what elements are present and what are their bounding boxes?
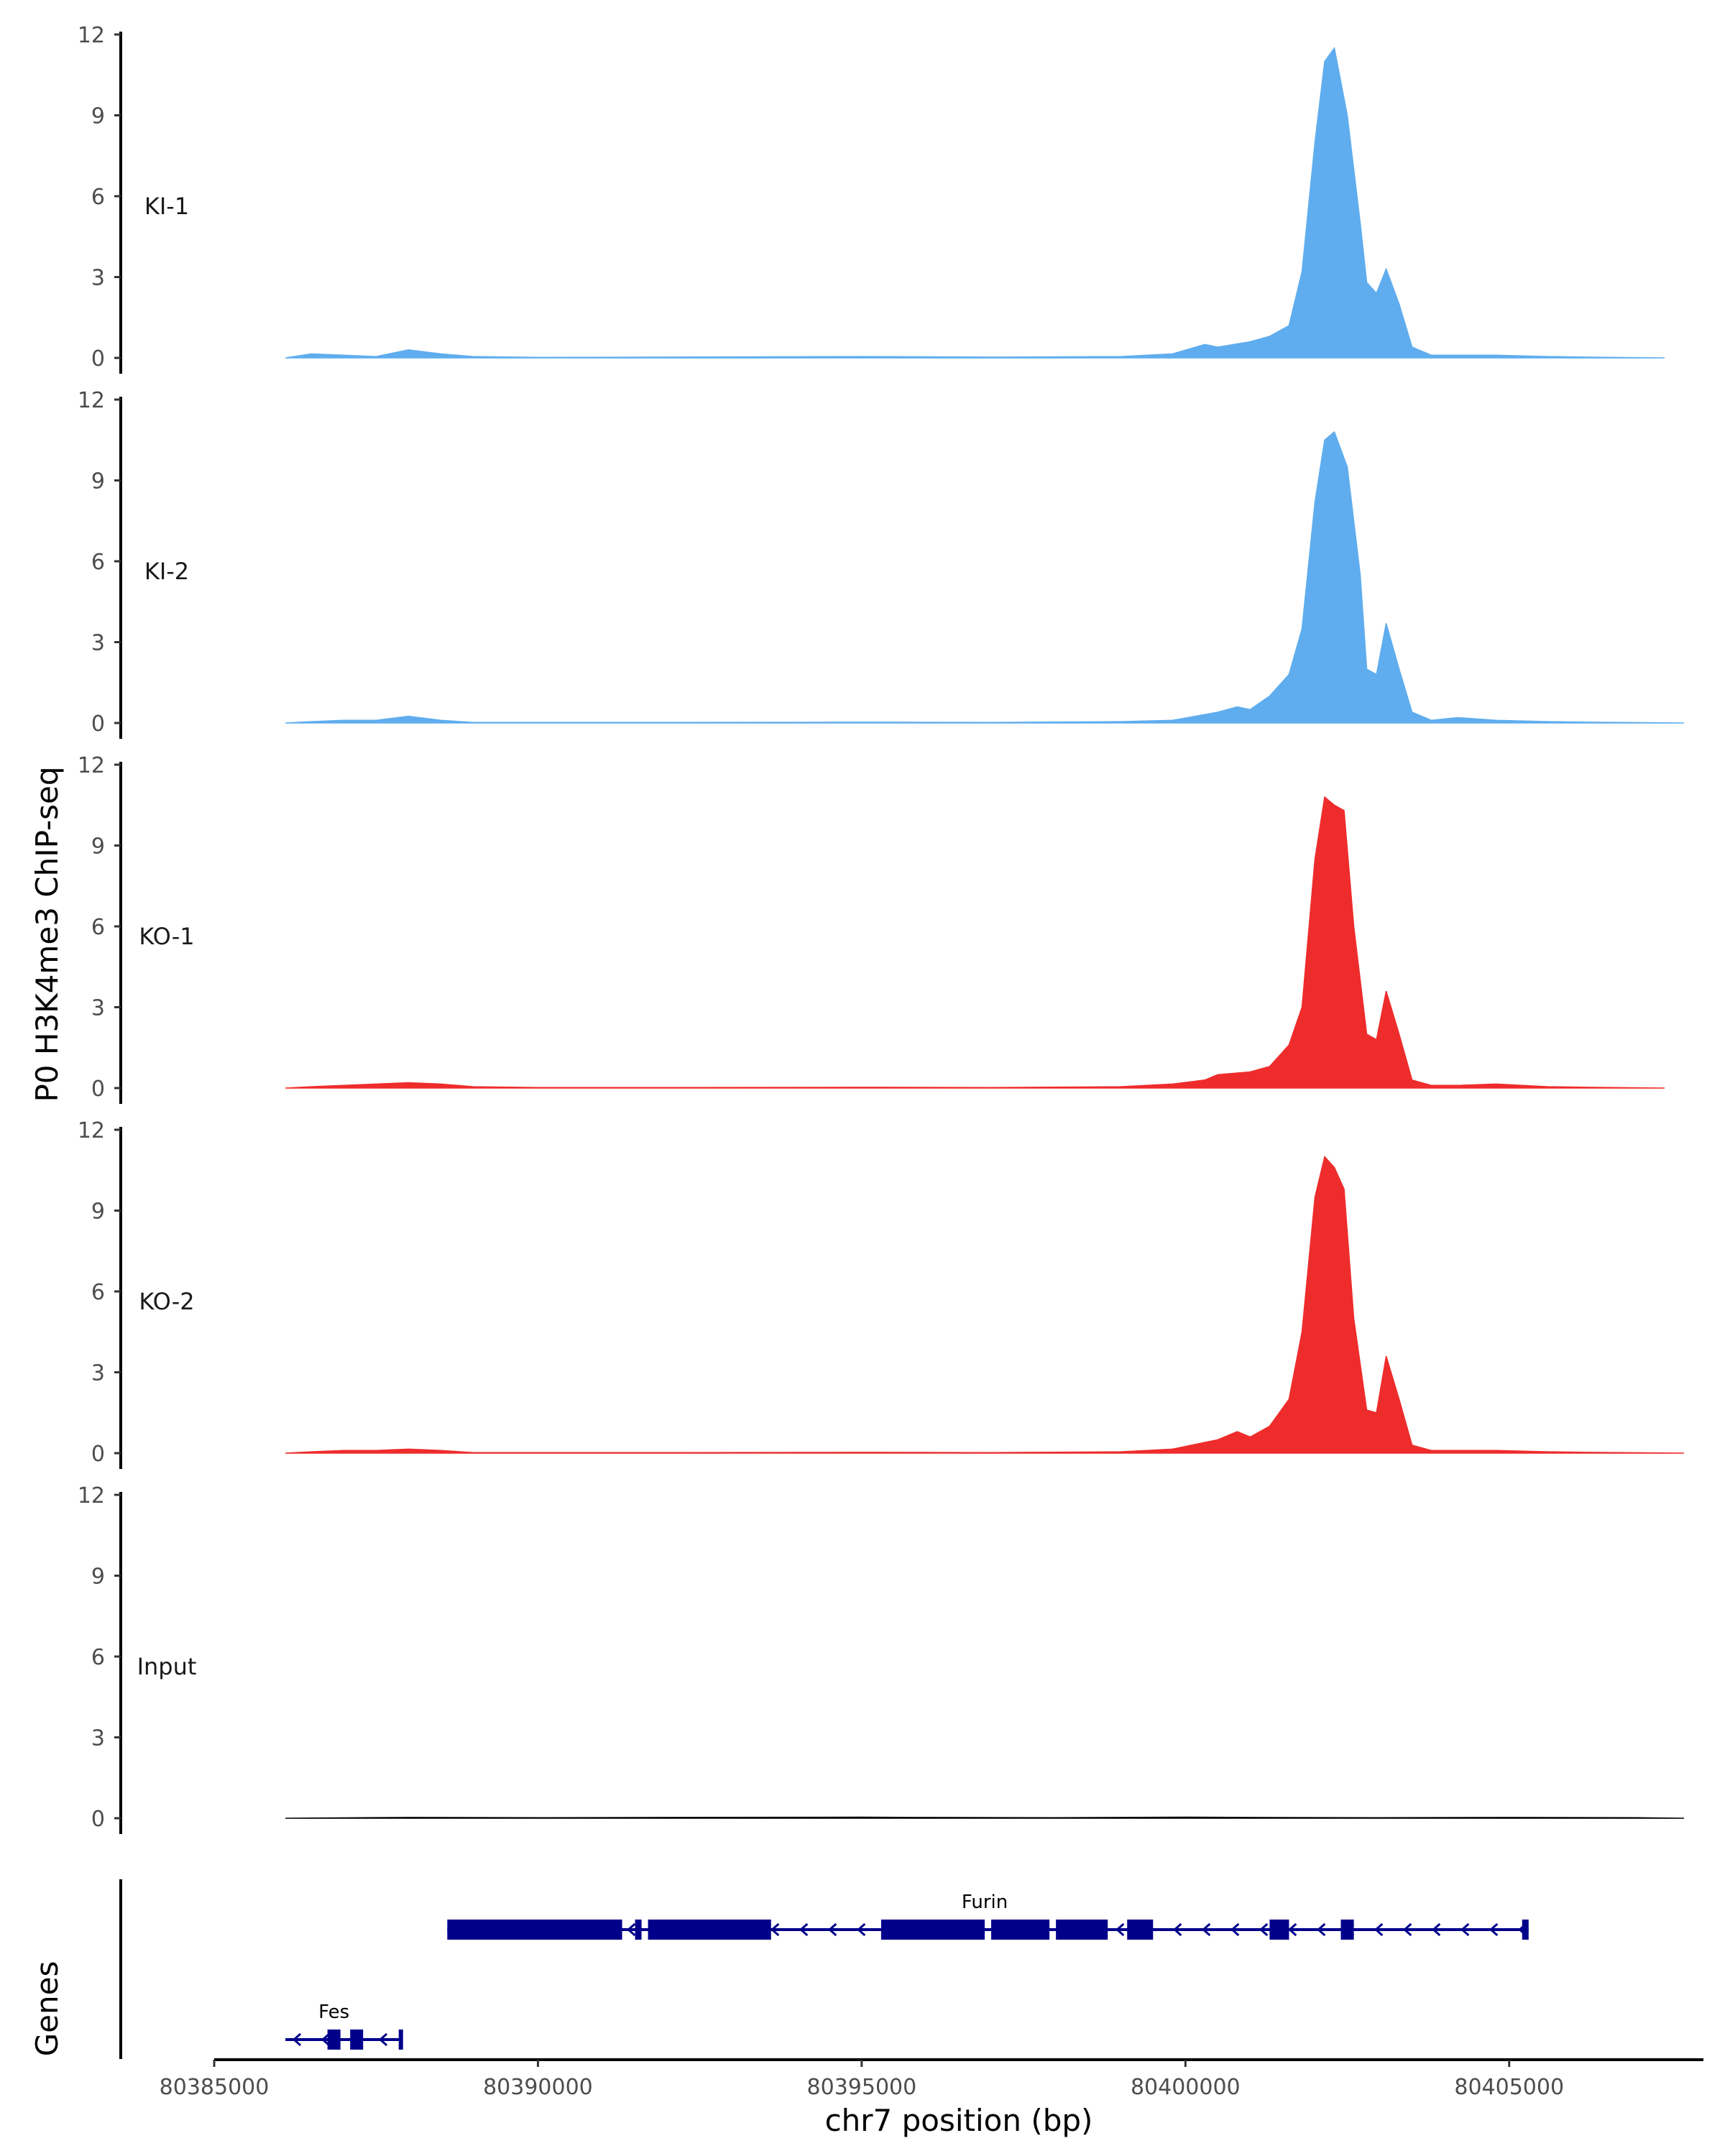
strand-arrow [1317, 1922, 1326, 1937]
strand-arrow [1116, 1922, 1125, 1937]
y-tick-label: 3 [91, 266, 105, 291]
strand-arrow [1259, 1922, 1269, 1937]
y-tick-label: 6 [91, 1280, 105, 1305]
gene-exon [1522, 1920, 1529, 1940]
y-tick-label: 12 [78, 388, 105, 413]
y-tick-label: 12 [78, 1483, 105, 1508]
y-tick-label: 3 [91, 1726, 105, 1751]
y-tick-label: 6 [91, 915, 105, 940]
track-label: Input [137, 1653, 197, 1680]
y-tick-label: 9 [91, 834, 105, 860]
gene-name-label: Furin [962, 1892, 1008, 1913]
track-label: KI-1 [144, 193, 189, 220]
track-ko-1: 0 3 6 9 12 KO-1 [78, 753, 1665, 1104]
y-tick-label: 6 [91, 185, 105, 210]
track-label: KI-2 [144, 558, 189, 585]
strand-arrow [799, 1922, 809, 1937]
x-tick-label: 80395000 [807, 2075, 917, 2100]
strand-arrow [1403, 1922, 1412, 1937]
genes-panel: Furin Fes [119, 1879, 1529, 2059]
gene-exon [327, 2030, 341, 2050]
y-tick-label: 12 [78, 1118, 105, 1143]
y-tick-label: 9 [91, 1199, 105, 1225]
y-tick-label: 6 [91, 550, 105, 575]
y-tick-label: 9 [91, 1565, 105, 1590]
gene-name-label: Fes [318, 2001, 349, 2023]
y-tick-label: 0 [91, 346, 105, 372]
strand-arrow [1230, 1922, 1240, 1937]
gene-exon [398, 2030, 403, 2050]
track-input: 0 3 6 9 12 Input [78, 1483, 1685, 1834]
strand-arrow [321, 2032, 331, 2047]
y-tick-label: 6 [91, 1645, 105, 1670]
y-tick-label: 12 [78, 753, 105, 778]
y-tick-label: 3 [91, 996, 105, 1021]
strand-arrow [1460, 1922, 1470, 1937]
y-tick-label: 3 [91, 1361, 105, 1386]
y-tick-label: 9 [91, 469, 105, 494]
strand-arrow [828, 1922, 837, 1937]
y-axis-title: P0 H3K4me3 ChIP-seq [29, 766, 65, 1102]
strand-arrow [1173, 1922, 1182, 1937]
track-label: KO-2 [139, 1288, 194, 1315]
gene-exon [991, 1920, 1050, 1940]
track-ki-2: 0 3 6 9 12 KI-2 [78, 388, 1685, 739]
gene-exon [635, 1920, 642, 1940]
genes-axis-title: Genes [29, 1961, 65, 2057]
y-tick-label: 0 [91, 1807, 105, 1832]
gene-exon [447, 1920, 622, 1940]
x-axis-title: chr7 position (bp) [825, 2103, 1093, 2138]
x-tick-label: 80400000 [1131, 2075, 1241, 2100]
gene-exon [1340, 1920, 1354, 1940]
signal-area-ki-1 [285, 46, 1665, 359]
gene-exon [1127, 1920, 1154, 1940]
signal-area-ko-1 [285, 796, 1665, 1089]
track-ko-2: 0 3 6 9 12 KO-2 [78, 1118, 1685, 1469]
strand-arrow [292, 2032, 302, 2047]
gene-exon [648, 1920, 771, 1940]
strand-arrow [1374, 1922, 1384, 1937]
gene-exon [1056, 1920, 1108, 1940]
signal-area-ko-2 [285, 1155, 1685, 1454]
gene-fes: Fes [285, 2001, 403, 2050]
y-tick-label: 0 [91, 711, 105, 737]
signal-area-input [285, 1816, 1685, 1819]
strand-arrow [378, 2032, 388, 2047]
strand-arrow [1432, 1922, 1441, 1937]
strand-arrow [857, 1922, 866, 1937]
y-tick-label: 9 [91, 104, 105, 129]
gene-exon [1269, 1920, 1289, 1940]
strand-arrow [770, 1922, 780, 1937]
y-tick-label: 12 [78, 23, 105, 48]
strand-arrow [1202, 1922, 1211, 1937]
x-tick-label: 80390000 [483, 2075, 593, 2100]
gene-exon [350, 2030, 364, 2050]
track-label: KO-1 [139, 923, 194, 950]
y-tick-label: 0 [91, 1077, 105, 1102]
gene-furin: Furin [447, 1892, 1529, 1940]
track-ki-1: 0 3 6 9 12 KI-1 [78, 23, 1665, 374]
x-tick-label: 80385000 [160, 2075, 270, 2100]
signal-tracks: 0 3 6 9 12 KI-1 0 3 6 9 12 KI-2 0 3 6 9 12 KO-1 0 3 6 9 12 KO-2… [78, 23, 1685, 1834]
strand-arrow [627, 1922, 636, 1937]
gene-exon [880, 1920, 985, 1940]
strand-arrow [1489, 1922, 1499, 1937]
strand-arrow [1288, 1922, 1297, 1937]
y-tick-label: 0 [91, 1442, 105, 1467]
signal-area-ki-2 [285, 430, 1685, 724]
x-tick-label: 80405000 [1454, 2075, 1564, 2100]
y-tick-label: 3 [91, 631, 105, 656]
x-axis: 80385000 80390000 80395000 80400000 80405000 [160, 2058, 1703, 2100]
